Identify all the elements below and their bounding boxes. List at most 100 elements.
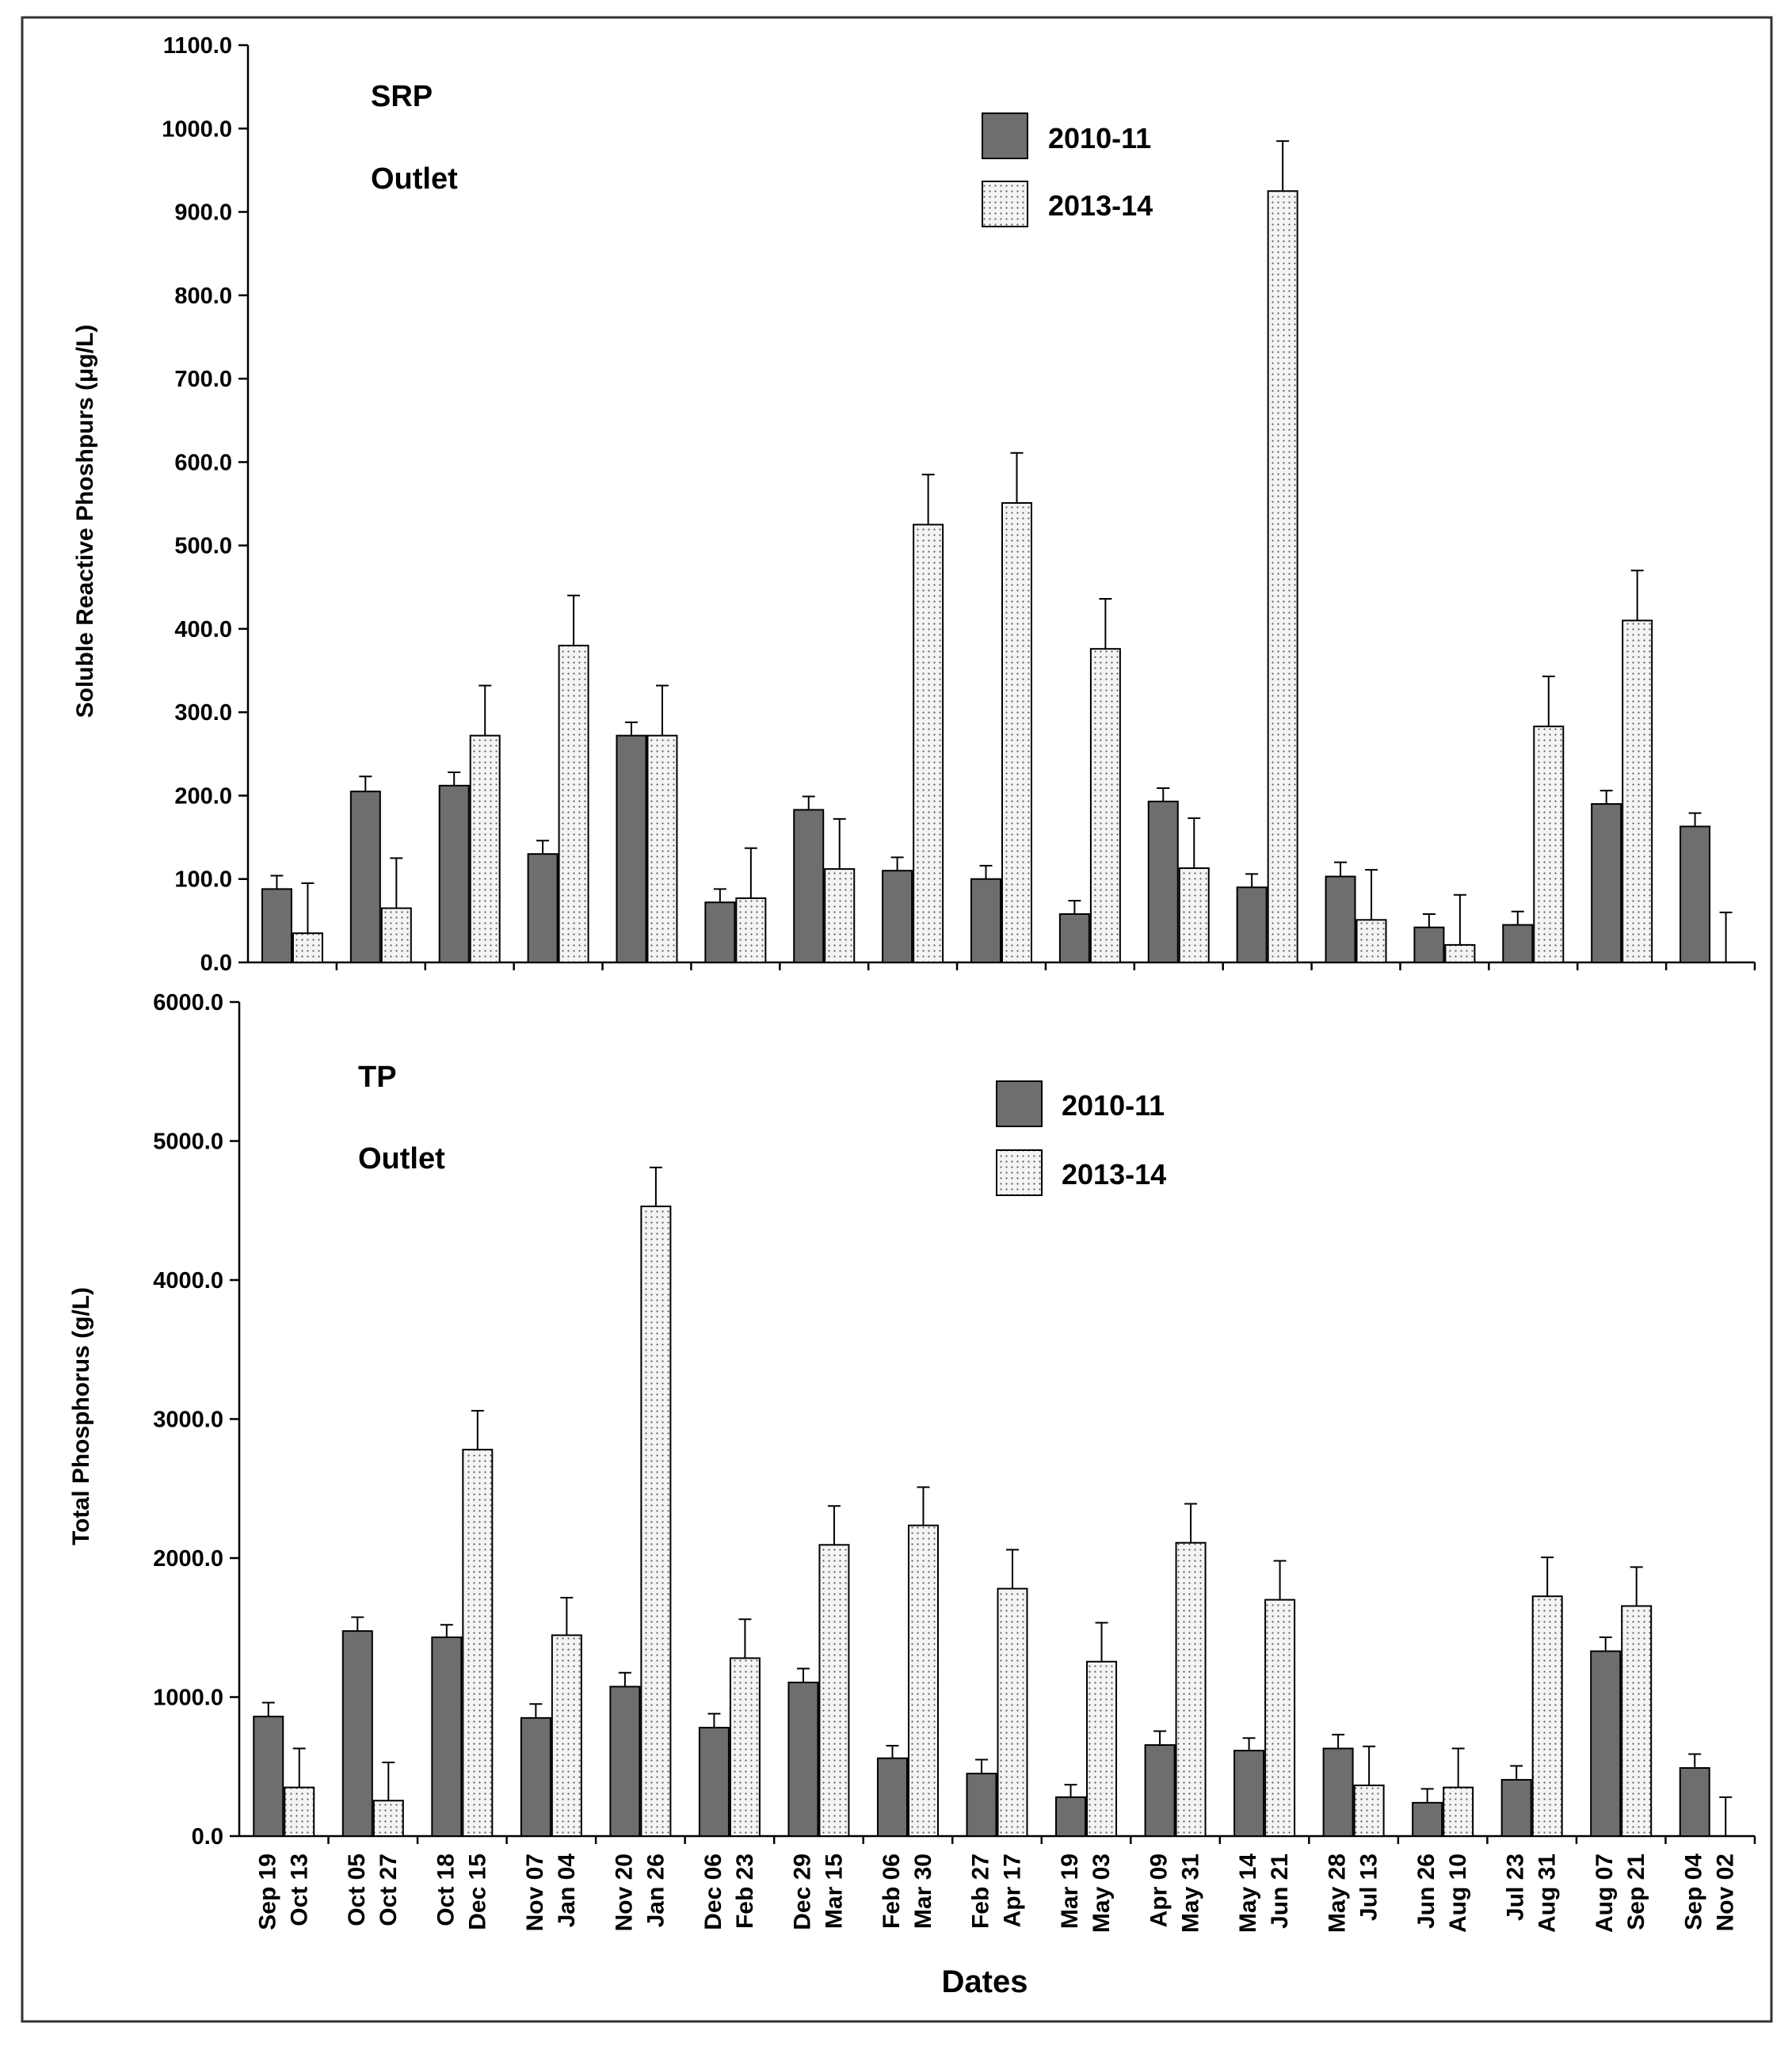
srp-bar-2010-11 <box>704 901 736 963</box>
x-category-labels: Sep 19 Oct 13 Oct 05 Oct 27 Oct 18 Dec 15 Nov … <box>254 1854 1738 1933</box>
tp-chart-title: TP <box>358 1061 397 1094</box>
x-category-label-2013-14: Jul 13 <box>1356 1854 1382 1921</box>
tp-bar-2010-11 <box>966 1773 997 1837</box>
srp-bar-2010-11 <box>1680 825 1711 963</box>
x-category-label-2010-11: Apr 09 <box>1146 1854 1172 1927</box>
srp-y-tick-label: 1000.0 <box>162 116 232 142</box>
tp-legend-swatch-2010-11 <box>996 1080 1043 1127</box>
tp-bar-2013-14 <box>1264 1598 1296 1838</box>
srp-y-tick-label: 900.0 <box>174 200 232 226</box>
tp-bar-2010-11 <box>698 1727 730 1838</box>
x-category-label-2010-11: Jul 23 <box>1503 1854 1529 1921</box>
tp-bar-2013-14 <box>1086 1660 1118 1838</box>
srp-y-tick-label: 200.0 <box>174 783 232 809</box>
srp-bar-2010-11 <box>349 791 381 964</box>
x-category-label-2013-14: Apr 17 <box>1000 1854 1026 1927</box>
srp-chart-title: SRP <box>371 80 433 113</box>
tp-bar-2010-11 <box>1322 1747 1354 1838</box>
x-category-label-2013-14: Aug 31 <box>1535 1854 1561 1933</box>
tp-bar-2010-11 <box>1500 1778 1532 1838</box>
srp-bar-2010-11 <box>1591 802 1622 963</box>
srp-legend: 2010-11 2013-14 <box>982 112 1153 227</box>
tp-bar-2010-11 <box>431 1636 463 1837</box>
tp-legend-swatch-2013-14 <box>996 1149 1043 1196</box>
tp-y-tick-label: 2000.0 <box>153 1546 223 1572</box>
x-category-label-2013-14: Feb 23 <box>732 1854 758 1929</box>
x-axis-label: Dates <box>942 1964 1028 1999</box>
srp-bar-2013-14 <box>1533 726 1565 963</box>
tp-bar-2013-14 <box>818 1544 850 1837</box>
x-category-label-2013-14: Jun 21 <box>1267 1854 1293 1929</box>
srp-legend-label-2010-11: 2010-11 <box>1048 122 1151 154</box>
srp-y-tick-label: 500.0 <box>174 534 232 559</box>
srp-bar-2013-14 <box>292 932 323 963</box>
srp-y-tick-label: 400.0 <box>174 617 232 642</box>
srp-legend-swatch-2013-14 <box>982 181 1028 227</box>
x-category-label-2010-11: Feb 27 <box>968 1854 994 1929</box>
x-category-label-2010-11: May 14 <box>1235 1854 1261 1933</box>
tp-legend-label-2010-11: 2010-11 <box>1062 1089 1165 1122</box>
x-category-label-2010-11: Nov 07 <box>522 1854 548 1931</box>
srp-bar-2013-14 <box>469 734 501 964</box>
x-category-label-2010-11: Nov 20 <box>611 1854 637 1931</box>
x-category-label-2013-14: Mar 15 <box>821 1854 847 1929</box>
srp-bar-2010-11 <box>970 878 1001 964</box>
tp-y-tick-label: 1000.0 <box>153 1686 223 1711</box>
x-category-label-2010-11: Sep 04 <box>1681 1854 1707 1930</box>
tp-bar-2013-14 <box>462 1449 494 1837</box>
tp-y-axis-label: Total Phosphorus (g/L) <box>68 1287 94 1545</box>
x-category-label-2010-11: Feb 06 <box>879 1854 905 1929</box>
x-category-label-2013-14: Oct 13 <box>286 1854 312 1926</box>
x-category-label-2013-14: May 03 <box>1089 1854 1115 1933</box>
srp-bar-2010-11 <box>1147 800 1179 963</box>
figure-frame <box>21 16 1773 2023</box>
srp-bar-2013-14 <box>1267 190 1298 963</box>
srp-bar-2013-14 <box>1622 619 1653 964</box>
x-category-label-2010-11: Dec 06 <box>700 1854 726 1930</box>
tp-bar-2010-11 <box>520 1716 551 1837</box>
tp-y-tick-label: 0.0 <box>192 1824 223 1850</box>
tp-y-tick-label: 6000.0 <box>153 990 223 1015</box>
x-category-label-2013-14: Jan 26 <box>642 1854 669 1927</box>
tp-bar-2013-14 <box>1443 1786 1474 1837</box>
srp-bar-2013-14 <box>1089 648 1121 963</box>
x-category-label-2013-14: Aug 10 <box>1445 1854 1471 1933</box>
tp-legend-label-2013-14: 2013-14 <box>1062 1158 1166 1191</box>
srp-bar-2013-14 <box>380 907 412 964</box>
tp-bar-2010-11 <box>341 1630 373 1837</box>
srp-y-tick-label: 0.0 <box>200 951 232 976</box>
x-category-label-2010-11: Mar 19 <box>1057 1854 1083 1929</box>
tp-bar-2010-11 <box>1144 1744 1176 1838</box>
tp-bar-2013-14 <box>907 1524 939 1837</box>
srp-bar-2010-11 <box>261 888 292 963</box>
srp-y-tick-label: 300.0 <box>174 700 232 726</box>
srp-bar-2013-14 <box>735 897 767 963</box>
srp-legend-swatch-2010-11 <box>982 112 1028 159</box>
srp-bar-2010-11 <box>438 784 470 964</box>
x-category-label-2013-14: Jan 04 <box>554 1854 580 1928</box>
srp-bar-2010-11 <box>616 734 647 964</box>
tp-bar-2013-14 <box>1353 1784 1385 1837</box>
srp-y-tick-label: 100.0 <box>174 867 232 893</box>
srp-bar-2010-11 <box>1502 924 1534 964</box>
x-category-label-2010-11: Dec 29 <box>789 1854 815 1930</box>
x-category-label-2013-14: May 31 <box>1178 1854 1204 1933</box>
srp-y-tick-label: 600.0 <box>174 450 232 475</box>
tp-bar-2013-14 <box>729 1657 761 1838</box>
tp-bar-2013-14 <box>1531 1595 1563 1837</box>
x-category-label-2013-14: Dec 15 <box>464 1854 490 1930</box>
tp-bar-2010-11 <box>1679 1767 1710 1837</box>
srp-bar-2013-14 <box>824 868 856 964</box>
tp-bar-2013-14 <box>1621 1605 1653 1837</box>
x-category-label-2013-14: Oct 27 <box>376 1854 402 1926</box>
srp-bar-2013-14 <box>1444 943 1476 963</box>
tp-bar-2010-11 <box>1412 1801 1443 1837</box>
srp-chart: SRP Outlet 0.0 100.0 200.0 300.0 400.0 500.0 6… <box>72 33 1756 976</box>
srp-bar-2010-11 <box>882 870 913 963</box>
srp-y-tick-label: 1100.0 <box>163 33 232 59</box>
tp-bar-2013-14 <box>1175 1541 1207 1837</box>
srp-bar-2010-11 <box>1058 913 1090 963</box>
tp-bar-2010-11 <box>1055 1796 1087 1838</box>
x-category-label-2010-11: Aug 07 <box>1592 1854 1618 1933</box>
